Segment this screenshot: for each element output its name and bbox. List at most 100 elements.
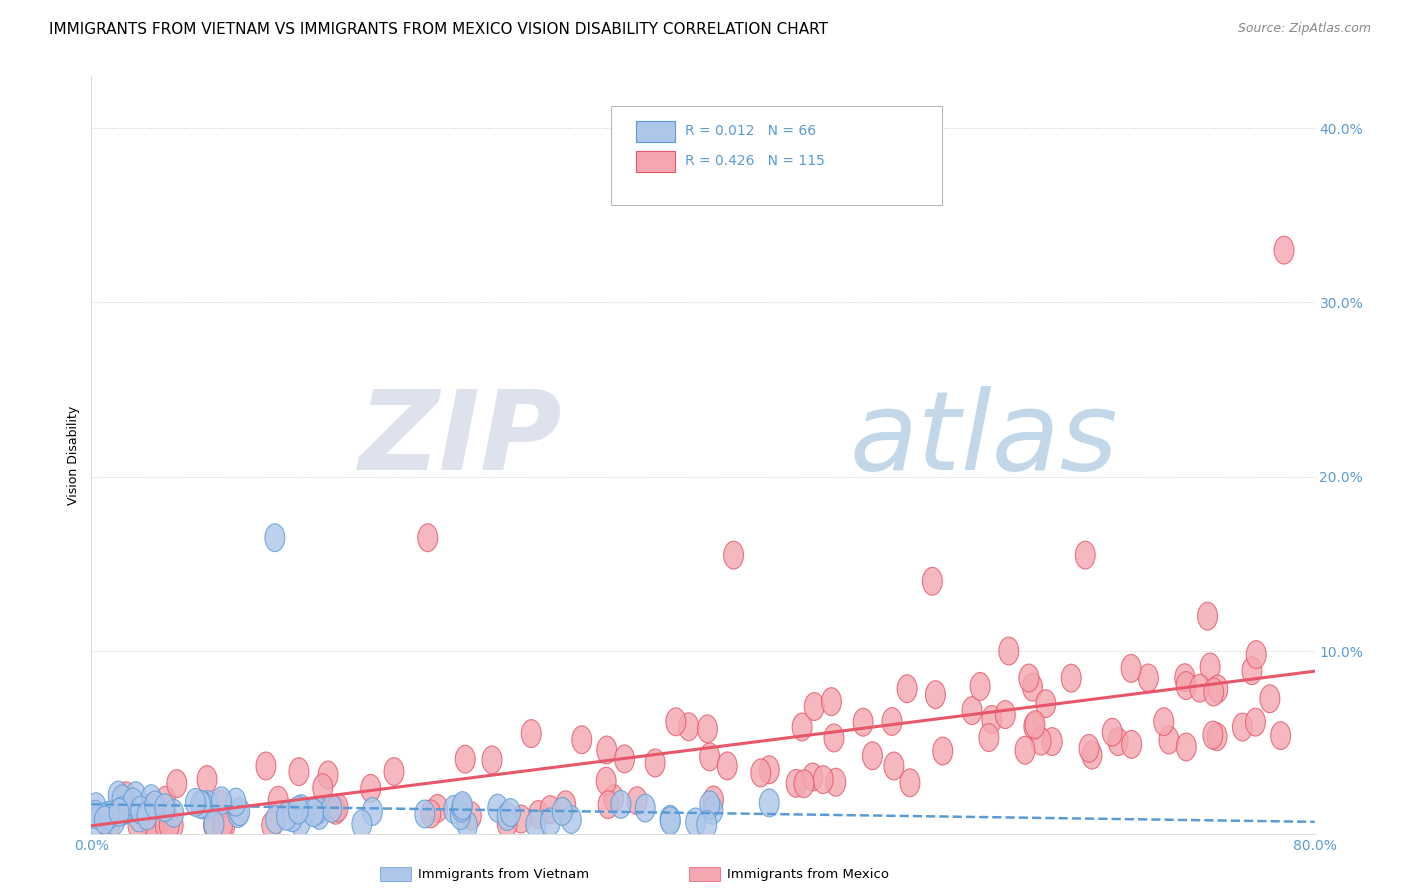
Ellipse shape xyxy=(125,781,146,810)
Ellipse shape xyxy=(979,723,998,752)
Ellipse shape xyxy=(824,724,844,752)
Ellipse shape xyxy=(501,798,520,827)
Ellipse shape xyxy=(794,770,814,797)
Ellipse shape xyxy=(309,801,329,830)
Ellipse shape xyxy=(304,799,323,827)
Ellipse shape xyxy=(312,773,333,802)
Ellipse shape xyxy=(612,790,631,819)
Ellipse shape xyxy=(1241,657,1261,685)
Ellipse shape xyxy=(697,811,717,838)
Ellipse shape xyxy=(853,708,873,736)
Ellipse shape xyxy=(614,745,634,772)
Ellipse shape xyxy=(131,797,150,824)
Ellipse shape xyxy=(318,761,337,789)
Ellipse shape xyxy=(1015,736,1035,764)
Ellipse shape xyxy=(453,792,472,820)
Ellipse shape xyxy=(418,524,437,551)
Ellipse shape xyxy=(703,786,724,814)
Ellipse shape xyxy=(226,789,246,816)
Ellipse shape xyxy=(998,637,1019,665)
Text: R = 0.012   N = 66: R = 0.012 N = 66 xyxy=(685,124,815,138)
Ellipse shape xyxy=(786,770,806,797)
Ellipse shape xyxy=(155,812,176,839)
Ellipse shape xyxy=(884,752,904,780)
Ellipse shape xyxy=(561,805,581,833)
Ellipse shape xyxy=(277,803,297,830)
Ellipse shape xyxy=(457,811,477,839)
Ellipse shape xyxy=(1042,728,1062,756)
Text: atlas: atlas xyxy=(849,386,1118,493)
Ellipse shape xyxy=(792,713,813,741)
Text: Source: ZipAtlas.com: Source: ZipAtlas.com xyxy=(1237,22,1371,36)
Ellipse shape xyxy=(1022,673,1042,701)
FancyBboxPatch shape xyxy=(612,106,942,204)
Ellipse shape xyxy=(322,795,342,822)
Ellipse shape xyxy=(215,812,235,839)
Ellipse shape xyxy=(461,802,481,830)
Ellipse shape xyxy=(962,697,981,724)
Ellipse shape xyxy=(415,800,434,828)
Ellipse shape xyxy=(141,793,160,822)
Bar xyxy=(636,120,675,142)
Ellipse shape xyxy=(108,781,128,809)
Ellipse shape xyxy=(117,781,136,810)
Ellipse shape xyxy=(269,786,288,814)
Ellipse shape xyxy=(145,791,165,819)
Ellipse shape xyxy=(1154,707,1174,736)
Ellipse shape xyxy=(1031,727,1052,756)
Ellipse shape xyxy=(751,759,770,787)
Ellipse shape xyxy=(1271,722,1291,749)
Ellipse shape xyxy=(94,806,114,834)
Ellipse shape xyxy=(661,807,681,835)
Text: R = 0.426   N = 115: R = 0.426 N = 115 xyxy=(685,154,824,169)
Ellipse shape xyxy=(636,794,655,822)
Ellipse shape xyxy=(291,795,311,822)
Ellipse shape xyxy=(1208,675,1227,703)
Ellipse shape xyxy=(122,789,143,816)
Text: ZIP: ZIP xyxy=(359,386,562,493)
Ellipse shape xyxy=(1204,721,1223,749)
Ellipse shape xyxy=(821,688,841,715)
Text: Immigrants from Mexico: Immigrants from Mexico xyxy=(727,868,889,880)
Ellipse shape xyxy=(862,742,883,770)
Ellipse shape xyxy=(645,749,665,777)
Ellipse shape xyxy=(700,743,720,771)
Ellipse shape xyxy=(1208,723,1227,751)
Ellipse shape xyxy=(1177,733,1197,761)
Ellipse shape xyxy=(456,745,475,773)
Ellipse shape xyxy=(995,700,1015,729)
Ellipse shape xyxy=(627,787,647,814)
Ellipse shape xyxy=(498,809,517,838)
Ellipse shape xyxy=(512,805,531,833)
Ellipse shape xyxy=(114,797,134,824)
Ellipse shape xyxy=(703,797,723,824)
Ellipse shape xyxy=(603,785,624,813)
Ellipse shape xyxy=(1062,665,1081,692)
Ellipse shape xyxy=(1108,728,1128,756)
Ellipse shape xyxy=(288,797,308,824)
Ellipse shape xyxy=(198,790,218,819)
Ellipse shape xyxy=(451,794,472,822)
Ellipse shape xyxy=(1019,665,1039,692)
Ellipse shape xyxy=(112,797,132,825)
Ellipse shape xyxy=(498,803,517,830)
Ellipse shape xyxy=(522,720,541,747)
Ellipse shape xyxy=(1260,685,1279,713)
Ellipse shape xyxy=(686,808,706,836)
Ellipse shape xyxy=(540,808,561,836)
Ellipse shape xyxy=(759,756,779,784)
Ellipse shape xyxy=(163,812,183,839)
Ellipse shape xyxy=(262,812,281,839)
Ellipse shape xyxy=(352,810,371,838)
Ellipse shape xyxy=(897,674,917,703)
Ellipse shape xyxy=(679,713,699,740)
Ellipse shape xyxy=(882,707,901,735)
Ellipse shape xyxy=(803,763,823,791)
Ellipse shape xyxy=(186,789,205,816)
Ellipse shape xyxy=(1233,713,1253,741)
Ellipse shape xyxy=(427,795,447,822)
Ellipse shape xyxy=(86,807,105,835)
Ellipse shape xyxy=(211,790,231,818)
Ellipse shape xyxy=(1025,711,1045,739)
Ellipse shape xyxy=(361,774,381,803)
